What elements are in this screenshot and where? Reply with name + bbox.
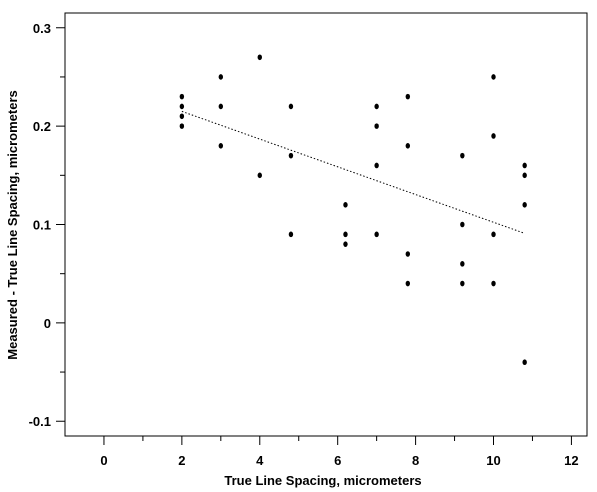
y-tick-label: 0.3 xyxy=(33,21,51,36)
x-tick-label: 6 xyxy=(334,453,341,468)
data-point xyxy=(405,251,411,257)
fit-line xyxy=(181,110,525,234)
data-point xyxy=(343,202,348,208)
y-tick-label: 0.2 xyxy=(33,119,51,134)
x-tick-label: 2 xyxy=(178,453,185,468)
data-point xyxy=(522,162,527,169)
data-point xyxy=(491,231,496,238)
y-axis-ticks: -0.1 0 0.1 0.2 0.3 xyxy=(29,21,65,429)
data-point xyxy=(288,231,294,238)
y-tick-label: -0.1 xyxy=(29,414,51,429)
data-point xyxy=(257,54,262,61)
data-point xyxy=(522,359,527,366)
data-point xyxy=(218,143,224,149)
data-point xyxy=(374,231,379,238)
data-point xyxy=(179,93,185,100)
x-axis-ticks: 0 2 4 6 8 10 12 xyxy=(100,436,579,468)
data-point xyxy=(179,103,185,110)
data-point xyxy=(374,162,379,169)
data-point xyxy=(405,280,411,287)
data-point xyxy=(343,241,348,247)
y-tick-label: 0 xyxy=(44,316,51,331)
x-tick-label: 8 xyxy=(412,453,419,468)
data-point xyxy=(288,152,294,159)
data-point xyxy=(218,103,224,110)
x-tick-label: 10 xyxy=(486,453,500,468)
data-point xyxy=(460,280,465,287)
data-points xyxy=(179,54,527,366)
data-point xyxy=(522,202,527,208)
data-point xyxy=(343,231,348,238)
data-point xyxy=(257,172,262,179)
data-point xyxy=(460,261,465,267)
x-tick-label: 0 xyxy=(100,453,107,468)
data-point xyxy=(288,103,294,110)
x-axis-label: True Line Spacing, micrometers xyxy=(224,473,421,488)
data-point xyxy=(179,123,185,129)
data-point xyxy=(405,93,411,100)
data-point xyxy=(491,280,496,287)
data-point xyxy=(460,221,465,228)
y-tick-label: 0.1 xyxy=(33,218,51,233)
data-point xyxy=(405,143,411,149)
data-point xyxy=(374,123,379,129)
data-point xyxy=(218,74,224,80)
x-tick-label: 4 xyxy=(256,453,264,468)
data-point xyxy=(460,152,465,159)
data-point xyxy=(491,133,496,139)
data-point xyxy=(374,103,379,110)
data-point xyxy=(491,74,496,80)
y-axis-label: Measured - True Line Spacing, micrometer… xyxy=(5,90,20,359)
x-tick-label: 12 xyxy=(564,453,578,468)
plot-frame xyxy=(64,12,588,437)
data-point xyxy=(179,113,185,120)
data-point xyxy=(522,172,527,179)
